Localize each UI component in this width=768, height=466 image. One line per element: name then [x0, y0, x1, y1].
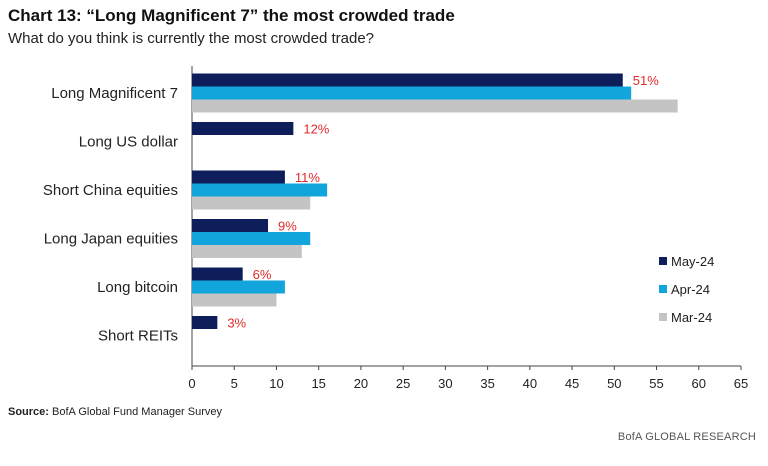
chart-subtitle: What do you think is currently the most … — [8, 30, 375, 47]
data-label: 9% — [278, 219, 297, 234]
category-label: Long Magnificent 7 — [51, 85, 178, 102]
x-tick-label: 45 — [565, 376, 579, 391]
legend-label: May-24 — [671, 254, 714, 269]
x-tick-label: 25 — [396, 376, 410, 391]
source-text: BofA Global Fund Manager Survey — [52, 406, 223, 418]
legend-swatch-apr-24 — [659, 285, 667, 293]
category-label: Short China equities — [43, 182, 178, 199]
data-label: 11% — [295, 170, 320, 185]
x-tick-label: 55 — [649, 376, 663, 391]
x-tick-label: 20 — [354, 376, 368, 391]
category-label: Long bitcoin — [97, 279, 178, 296]
data-label: 3% — [227, 316, 246, 331]
data-label: 6% — [253, 267, 272, 282]
legend-swatch-mar-24 — [659, 313, 667, 321]
category-label: Long US dollar — [79, 134, 178, 151]
x-tick-label: 5 — [231, 376, 238, 391]
x-tick-label: 50 — [607, 376, 621, 391]
category-label: Short REITs — [98, 328, 178, 345]
chart-title: Chart 13: “Long Magnificent 7” the most … — [8, 6, 455, 25]
bar-apr-24 — [192, 280, 285, 294]
x-tick-label: 10 — [269, 376, 283, 391]
bar-may-24 — [192, 73, 623, 87]
x-tick-label: 60 — [692, 376, 706, 391]
x-tick-label: 30 — [438, 376, 452, 391]
bar-mar-24 — [192, 99, 678, 113]
bar-apr-24 — [192, 183, 328, 197]
category-label: Long Japan equities — [44, 231, 178, 248]
bar-mar-24 — [192, 196, 311, 210]
bar-may-24 — [192, 316, 218, 329]
bar-may-24 — [192, 219, 269, 232]
x-tick-label: 0 — [188, 376, 195, 391]
bar-apr-24 — [192, 86, 632, 100]
x-tick-label: 15 — [311, 376, 325, 391]
bar-apr-24 — [192, 232, 311, 245]
legend-label: Apr-24 — [671, 282, 710, 297]
data-label: 12% — [303, 122, 329, 137]
bar-mar-24 — [192, 245, 302, 258]
x-tick-label: 65 — [734, 376, 748, 391]
bar-may-24 — [192, 170, 285, 184]
bar-may-24 — [192, 122, 294, 135]
source-label: Source: — [8, 406, 49, 418]
brand-footer: BofA GLOBAL RESEARCH — [617, 431, 756, 443]
bar-may-24 — [192, 267, 243, 281]
bar-mar-24 — [192, 293, 277, 307]
x-tick-label: 35 — [480, 376, 494, 391]
x-tick-label: 40 — [523, 376, 537, 391]
legend-label: Mar-24 — [671, 310, 712, 325]
data-label: 51% — [633, 73, 659, 88]
legend-swatch-may-24 — [659, 257, 667, 265]
source-note: Source: BofA Global Fund Manager Survey — [8, 406, 222, 418]
